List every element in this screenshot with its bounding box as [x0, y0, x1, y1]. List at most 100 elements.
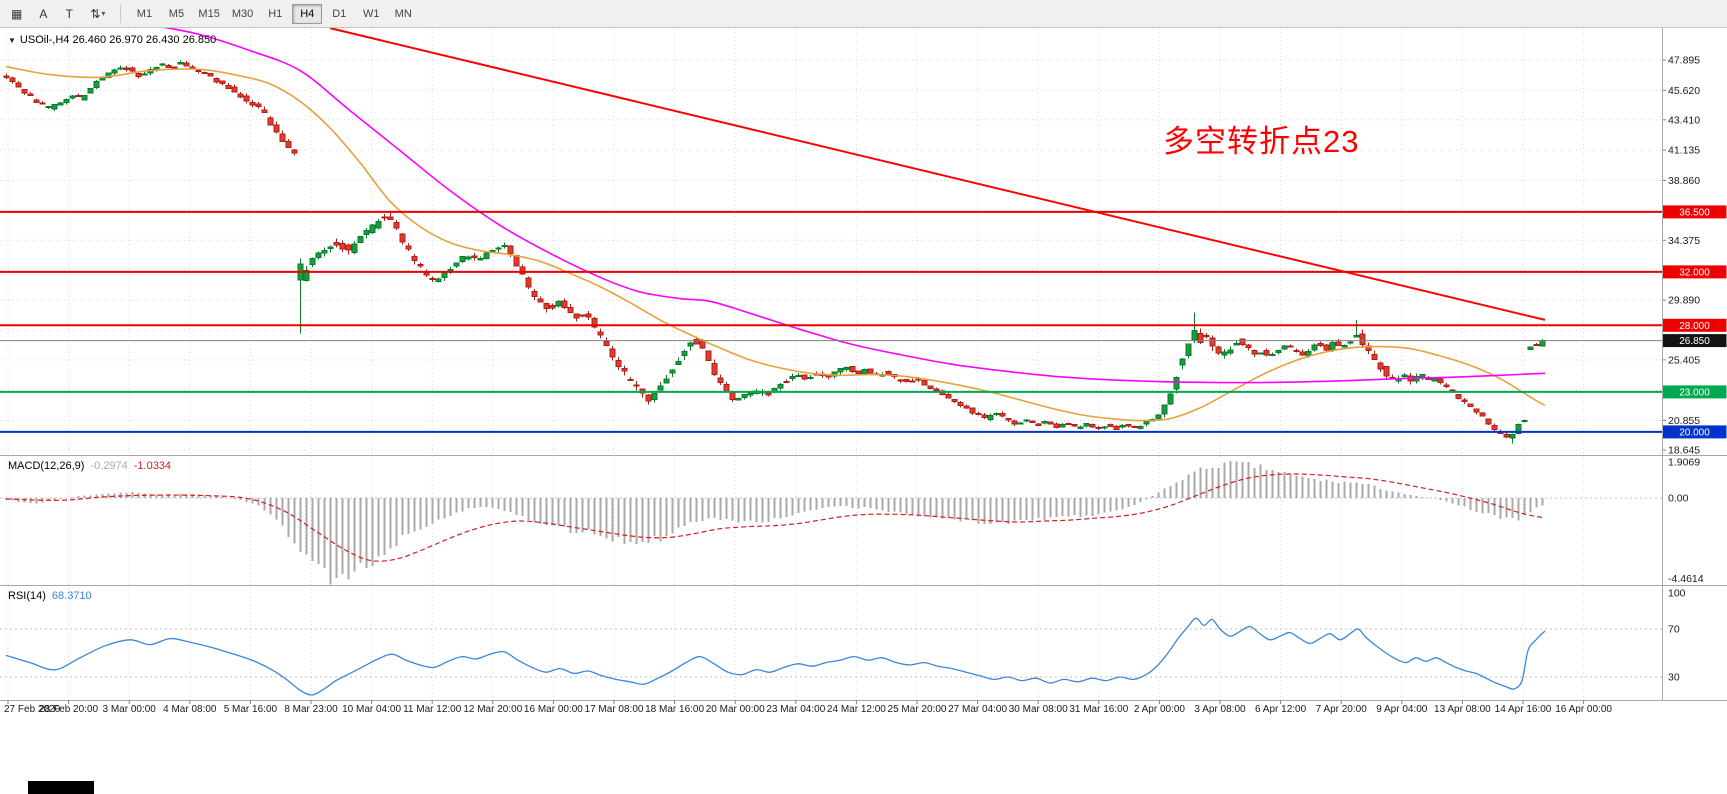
macd-axis-label: 1.9069 [1668, 456, 1700, 468]
timeframe-m15-button[interactable]: M15 [193, 4, 224, 24]
text-tool-button[interactable]: T [57, 3, 81, 25]
price-axis-label: 18.645 [1668, 445, 1700, 457]
time-axis-label: 20 Mar 00:00 [706, 704, 765, 715]
time-axis-label: 3 Apr 08:00 [1194, 704, 1246, 715]
macd-axis-label: 0.00 [1668, 493, 1689, 505]
time-axis-label: 9 Apr 04:00 [1376, 704, 1428, 715]
svg-text:26.850: 26.850 [1679, 336, 1710, 347]
time-axis-label: 4 Mar 08:00 [163, 704, 217, 715]
text-tool-icon: T [65, 6, 74, 21]
charts-grid-icon: ▦ [11, 6, 23, 21]
time-axis-label: 16 Mar 00:00 [524, 704, 583, 715]
time-axis-label: 8 Mar 23:00 [284, 704, 338, 715]
timeframe-m5-button[interactable]: M5 [161, 4, 191, 24]
price-axis-label: 43.410 [1668, 114, 1700, 126]
svg-text:23.000: 23.000 [1679, 387, 1710, 398]
candles-layer [3, 60, 1546, 444]
price-level-badge: 36.500 [1662, 205, 1727, 219]
rsi-name: RSI(14) [8, 590, 46, 602]
macd-value-main: -0.2974 [90, 460, 128, 472]
moving-average-slow [163, 28, 1546, 384]
rsi-label: RSI(14) 68.3710 [8, 590, 92, 602]
price-level-badge: 28.000 [1662, 318, 1727, 332]
time-axis-label: 12 Mar 20:00 [463, 704, 522, 715]
time-axis-label: 17 Mar 08:00 [585, 704, 644, 715]
rsi-value: 68.3710 [51, 590, 92, 602]
time-axis-label: 16 Apr 00:00 [1555, 704, 1612, 715]
time-axis-label: 14 Apr 16:00 [1495, 704, 1552, 715]
macd-value-signal: -1.0334 [133, 460, 172, 472]
current-price-marker: 26.850 [0, 334, 1727, 348]
time-axis-label: 25 Mar 20:00 [888, 704, 947, 715]
price-axis-label: 29.890 [1668, 295, 1700, 307]
time-axis-label: 30 Mar 08:00 [1009, 704, 1068, 715]
timeframe-h4-button[interactable]: H4 [292, 3, 323, 24]
timeframe-m1-button[interactable]: M1 [129, 4, 159, 24]
time-axis-label: 13 Apr 08:00 [1434, 704, 1491, 715]
arrange-button[interactable]: A [31, 3, 55, 25]
rsi-axis-label: 100 [1668, 588, 1686, 600]
price-axis-label: 34.375 [1668, 235, 1700, 247]
charts-grid-button[interactable]: ▦ [4, 3, 29, 25]
time-axis-label: 28 Feb 20:00 [39, 704, 98, 715]
macd-name: MACD(12,26,9) [8, 460, 85, 472]
price-level-lines: 36.500 32.000 28.000 23.000 20.000 [0, 205, 1727, 439]
rsi-line [5, 617, 1546, 696]
timeframe-mn-button[interactable]: MN [388, 4, 418, 24]
caret-down-icon: ▾ [101, 9, 106, 18]
chart-symbol-period: USOil-,H4 [19, 34, 70, 46]
price-level-badge: 32.000 [1662, 265, 1727, 279]
moving-average-fast [5, 65, 1546, 422]
timeframe-d1-button[interactable]: D1 [324, 4, 354, 24]
price-axis-label: 25.405 [1668, 354, 1700, 366]
time-axis-label: 10 Mar 04:00 [342, 704, 401, 715]
time-axis-label: 2 Apr 00:00 [1134, 704, 1186, 715]
time-axis-label: 27 Mar 04:00 [948, 704, 1007, 715]
macd-signal-line [5, 473, 1546, 562]
time-axis-label: 31 Mar 16:00 [1069, 704, 1128, 715]
timeframe-m30-button[interactable]: M30 [227, 4, 258, 24]
time-axis-label: 5 Mar 16:00 [224, 704, 278, 715]
price-axis-label: 47.895 [1668, 55, 1700, 67]
macd-axis-label: -4.4614 [1668, 573, 1704, 585]
chart-area[interactable]: 36.500 32.000 28.000 23.000 20.000 26.850 47.8… [0, 28, 1727, 794]
price-level-badge: 20.000 [1662, 425, 1727, 439]
price-axis-label: 45.620 [1668, 85, 1700, 97]
chart-background [0, 28, 1727, 794]
time-axis-label: 23 Mar 04:00 [766, 704, 825, 715]
time-axis-label: 11 Mar 12:00 [403, 704, 462, 715]
toolbar: ▦ A T ⇅ ▾ M1 M5 M15 M30 H1 H4 D1 W1 MN [0, 0, 1727, 28]
rsi-axis-label: 70 [1668, 624, 1680, 636]
macd-panel: 1.9069 0.00 -4.4614 [0, 456, 1704, 585]
price-axis-label: 38.860 [1668, 175, 1700, 187]
svg-text:20.000: 20.000 [1679, 427, 1710, 438]
svg-text:28.000: 28.000 [1679, 321, 1710, 332]
grid-lines [0, 28, 1662, 700]
macd-histogram [5, 460, 1544, 585]
chart-canvas[interactable]: 36.50032.00028.00023.00020.00026.85047.8… [0, 28, 1727, 794]
timeframe-w1-button[interactable]: W1 [356, 4, 386, 24]
symbols-icon: ⇅ [90, 6, 101, 21]
price-level-badge: 23.000 [1662, 385, 1727, 399]
price-axis-label: 20.855 [1668, 415, 1700, 427]
price-axis-label: 41.135 [1668, 145, 1700, 157]
time-axis-label: 27 Feb 2020 [4, 704, 61, 715]
symbols-button[interactable]: ⇅ ▾ [83, 3, 112, 25]
chart-title: ▼ USOil-,H4 26.460 26.970 26.430 26.850 [8, 34, 216, 46]
time-axis-label: 18 Mar 16:00 [645, 704, 704, 715]
price-axis: 47.895 45.620 43.410 41.135 38.860 34.375 29.8… [1662, 55, 1700, 457]
toolbar-separator [120, 4, 122, 23]
chart-ohlc-readout: 26.460 26.970 26.430 26.850 [72, 34, 217, 46]
rsi-panel: 100 70 30 [0, 588, 1686, 696]
time-axis-label: 3 Mar 00:00 [103, 704, 157, 715]
rsi-axis-label: 30 [1668, 672, 1680, 684]
time-axis-label: 7 Apr 20:00 [1316, 704, 1368, 715]
svg-text:32.000: 32.000 [1679, 267, 1710, 278]
svg-text:36.500: 36.500 [1679, 207, 1710, 218]
dropdown-triangle-icon[interactable]: ▼ [8, 36, 16, 45]
arrange-icon: A [39, 6, 48, 21]
timeframe-h1-button[interactable]: H1 [260, 4, 290, 24]
macd-label: MACD(12,26,9) -0.2974 -1.0334 [8, 460, 171, 472]
